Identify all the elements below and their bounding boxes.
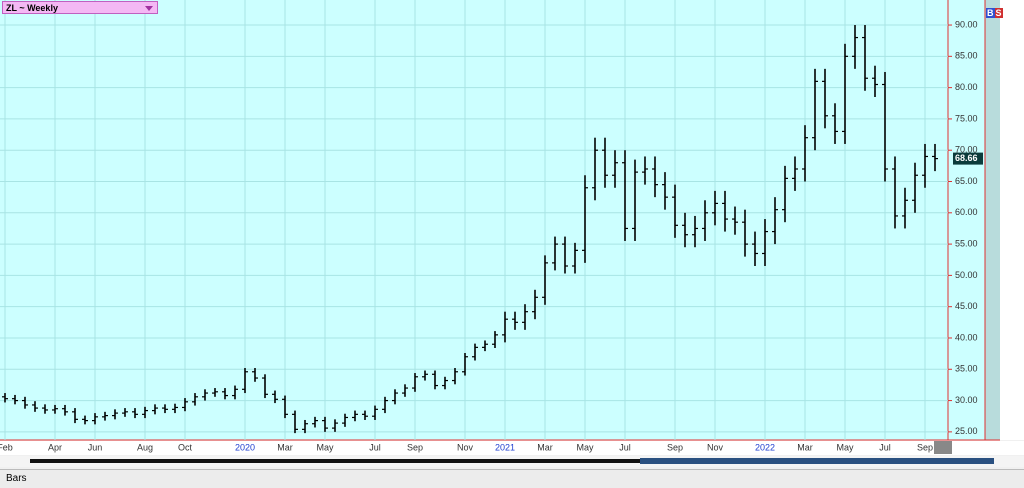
y-tick-label: 25.00 — [955, 426, 978, 436]
grid — [0, 0, 948, 440]
x-tick-label: Aug — [137, 442, 153, 452]
y-tick-label: 40.00 — [955, 332, 978, 342]
y-tick-label: 60.00 — [955, 207, 978, 217]
scroll-thumb[interactable] — [934, 441, 952, 454]
x-tick-label: Jul — [879, 442, 891, 452]
last-price-box — [953, 152, 983, 165]
x-tick-label: Apr — [48, 442, 62, 452]
margin — [1000, 0, 1024, 440]
x-tick-label: May — [316, 442, 334, 452]
y-tick-label: 90.00 — [955, 19, 978, 29]
chart-mode[interactable]: Bars — [6, 473, 27, 484]
x-tick-label: Mar — [277, 442, 293, 452]
sell-button[interactable]: S — [994, 8, 1003, 18]
bars — [2, 25, 938, 434]
y-tick-label: 50.00 — [955, 270, 978, 280]
y-tick-label: 85.00 — [955, 51, 978, 61]
x-tick-label: 2022 — [755, 442, 775, 452]
symbol-selector[interactable]: ZL ~ Weekly — [2, 1, 158, 14]
x-tick-label: Jul — [369, 442, 381, 452]
x-tick-label: Jun — [88, 442, 103, 452]
x-tick-label: Jul — [619, 442, 631, 452]
plot-area — [0, 0, 948, 440]
y-tick-label: 55.00 — [955, 238, 978, 248]
y-tick-label: 45.00 — [955, 301, 978, 311]
scroll-range[interactable] — [640, 458, 994, 464]
y-tick-label: 70.00 — [955, 145, 978, 155]
x-axis — [0, 441, 1024, 455]
scroll-track — [30, 459, 640, 463]
x-tick-label: Mar — [537, 442, 553, 452]
chart: 25.00 30.00 35.00 40.00 45.00 50.00 55.00 60.00… — [0, 0, 1024, 464]
x-tick-label: May — [576, 442, 594, 452]
y-tick-label: 30.00 — [955, 395, 978, 405]
last-price-label: 68.66 — [955, 153, 978, 163]
x-tick-label: May — [836, 442, 854, 452]
x-tick-label: Nov — [707, 442, 724, 452]
y-tick-label: 65.00 — [955, 176, 978, 186]
x-tick-label: 2020 — [235, 442, 255, 452]
x-tick-label: Sep — [667, 442, 683, 452]
x-tick-label: Sep — [407, 442, 423, 452]
y-tick-label: 80.00 — [955, 82, 978, 92]
x-tick-label: 2021 — [495, 442, 515, 452]
y-tick-label: 35.00 — [955, 364, 978, 374]
x-tick-label: Oct — [178, 442, 193, 452]
x-tick-label: Nov — [457, 442, 474, 452]
price-axis — [948, 0, 985, 440]
x-tick-label: Feb — [0, 442, 13, 452]
y-tick-label: 75.00 — [955, 113, 978, 123]
side-strip — [985, 0, 1000, 440]
x-tick-label: Mar — [797, 442, 813, 452]
buy-button[interactable]: B — [986, 8, 995, 18]
footer: Bars — [0, 469, 1024, 488]
x-tick-label: Sep — [917, 442, 933, 452]
